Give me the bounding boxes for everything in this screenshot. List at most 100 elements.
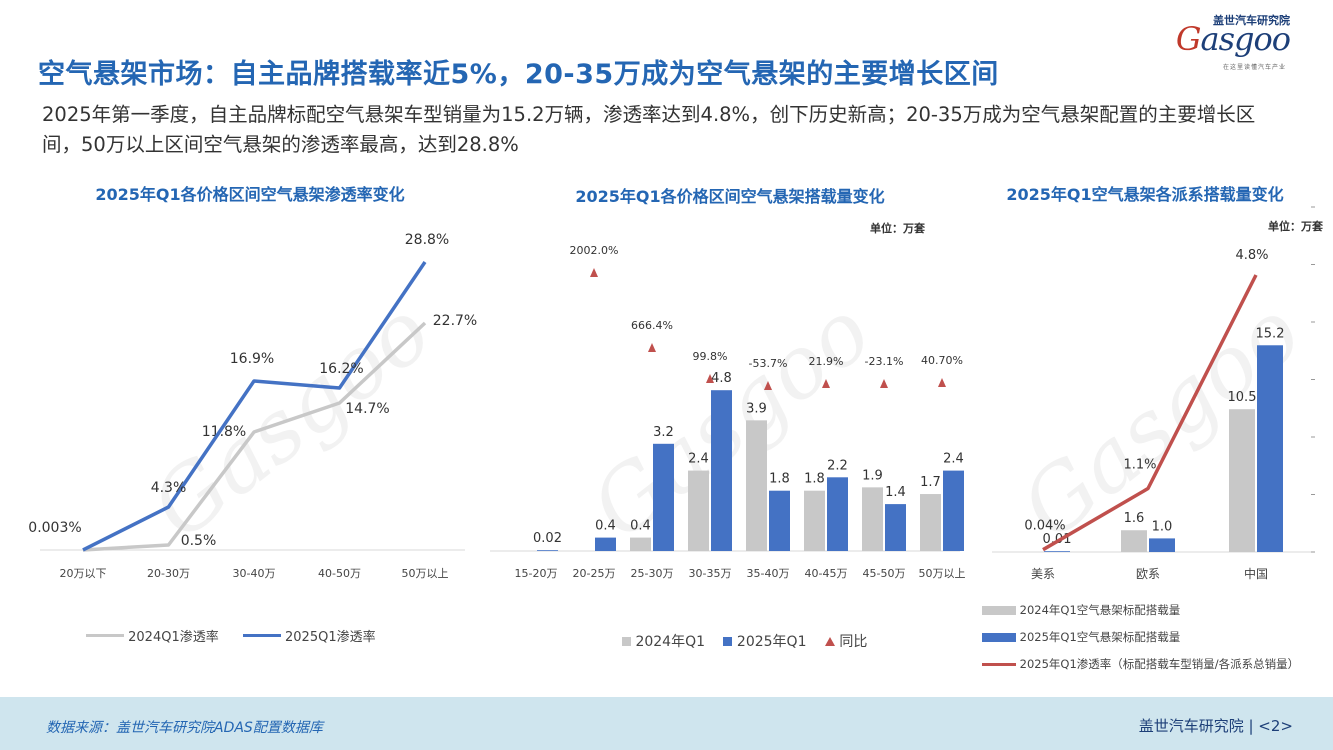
- chart3-x-tick: 欧系: [1136, 567, 1160, 581]
- chart2-legend: 2024年Q1 2025年Q1 同比: [622, 631, 867, 651]
- chart2-bar: [943, 470, 964, 551]
- chart1-legend: 2024Q1渗透率 2025Q1渗透率: [86, 626, 376, 645]
- footer-bar: 数据来源：盖世汽车研究院ADAS配置数据库 盖世汽车研究院 | <2>: [0, 697, 1333, 750]
- chart2-bar: [653, 443, 674, 551]
- page-title: 空气悬架市场：自主品牌搭载率近5%，20-35万成为空气悬架的主要增长区间: [38, 59, 999, 90]
- chart1-data-label: 11.8%: [202, 424, 246, 440]
- page-subtitle: 2025年第一季度，自主品牌标配空气悬架车型销量为15.2万辆，渗透率达到4.8…: [42, 103, 1256, 156]
- chart2-title: 2025年Q1各价格区间空气悬架搭载量变化: [575, 187, 885, 206]
- legend-label-yoy: 同比: [839, 634, 868, 650]
- logo-en-text: Gasgoo: [1175, 20, 1291, 58]
- chart2-bar: [537, 550, 558, 551]
- chart3-x-tick: 中国: [1244, 566, 1268, 581]
- legend-swatch-rate: [982, 663, 1016, 666]
- chart2-bar-label: 1.7: [920, 475, 941, 490]
- chart1-data-label: 14.7%: [345, 401, 389, 417]
- legend-swatch-2025-std: [982, 633, 1016, 642]
- chart2-bar-label: 1.8: [769, 472, 790, 487]
- chart1-series-line: [82, 261, 427, 552]
- chart3-unit: 单位：万套: [1268, 220, 1323, 233]
- chart3-bar-label: 1.0: [1152, 519, 1173, 534]
- chart3-x-tick: 美系: [1031, 567, 1055, 581]
- legend-label-rate: 2025年Q1渗透率（标配搭载车型销量/各派系总销量）: [1019, 657, 1300, 671]
- data-source: 数据来源：盖世汽车研究院ADAS配置数据库: [46, 720, 323, 736]
- legend-label-2025q1: 2025年Q1: [736, 634, 807, 650]
- chart1-x-tick: 30-40万: [233, 567, 276, 580]
- chart2-bar: [769, 490, 790, 551]
- chart1-data-label: 0.003%: [28, 520, 81, 536]
- chart2-yoy-label: 99.8%: [693, 350, 728, 363]
- chart2-yoy-marker: [648, 343, 656, 352]
- chart2-bar-label: 1.4: [885, 485, 906, 500]
- chart2-x-tick: 15-20万: [515, 567, 558, 580]
- chart2-bar-label: 1.9: [862, 468, 883, 483]
- chart2-yoy-label: -53.7%: [749, 357, 788, 370]
- chart2-x-tick: 45-50万: [863, 567, 906, 580]
- chart3-rate-label: 1.1%: [1123, 458, 1156, 473]
- chart2-yoy-label: 40.70%: [921, 354, 963, 367]
- chart2-x-tick: 25-30万: [631, 567, 674, 580]
- chart2-yoy-marker: [706, 374, 714, 383]
- chart2-yoy-marker: [822, 379, 830, 388]
- chart2-x-tick: 40-45万: [805, 567, 848, 580]
- legend-label-2025: 2025Q1渗透率: [285, 630, 376, 645]
- legend-row-2024: 2024年Q1空气悬架标配搭载量: [982, 597, 1299, 624]
- legend-label-2024-std: 2024年Q1空气悬架标配搭载量: [1019, 603, 1181, 617]
- chart2-bar-label: 2.2: [827, 458, 848, 473]
- chart2-bar: [688, 470, 709, 551]
- chart2-x-tick: 50万以上: [919, 567, 966, 580]
- chart3-bar-label: 1.6: [1124, 511, 1145, 526]
- chart2-x-tick: 30-35万: [689, 567, 732, 580]
- chart3-bar: [1149, 538, 1175, 552]
- chart2-bar-label: 0.02: [533, 531, 562, 546]
- chart2-bar: [885, 504, 906, 551]
- chart1-series-line: [82, 321, 427, 552]
- legend-swatch-2025: [242, 634, 281, 637]
- chart2-yoy-marker: [938, 378, 946, 387]
- chart2-yoy-marker: [764, 381, 772, 390]
- chart1-data-label: 16.2%: [319, 361, 363, 377]
- chart2-bar: [920, 494, 941, 551]
- chart2-bar: [862, 487, 883, 551]
- chart2-bar: [711, 390, 732, 551]
- chart2-bar: [804, 490, 825, 551]
- logo-cn-text: 盖世汽车研究院: [1213, 14, 1290, 27]
- chart1-x-tick: 20-30万: [147, 567, 190, 580]
- chart2-x-tick: 35-40万: [747, 567, 790, 580]
- gasgoo-logo: 盖世汽车研究院 Gasgoo 在这里读懂汽车产业: [1160, 10, 1291, 71]
- legend-swatch-2025q1: [723, 636, 733, 646]
- chart1-title: 2025年Q1各价格区间空气悬架渗透率变化: [95, 185, 405, 204]
- chart2-yoy-marker: [880, 379, 888, 388]
- logo-tagline: 在这里读懂汽车产业: [1222, 64, 1286, 71]
- chart1-svg: 20万以下 20-30万 30-40万 40-50万 50万以上 0.5% 11.8% 14.…: [28, 232, 477, 580]
- chart3-bar-label: 15.2: [1256, 326, 1285, 341]
- chart2-bar-label: 2.4: [943, 452, 964, 467]
- chart2-bar-label: 3.9: [746, 401, 767, 416]
- chart2-yoy-label: 21.9%: [809, 355, 844, 368]
- chart2-bar-label: 1.8: [804, 472, 825, 487]
- legend-label-2024: 2024Q1渗透率: [128, 630, 219, 645]
- legend-swatch-2024: [86, 634, 124, 637]
- chart1-data-label: 0.5%: [181, 533, 217, 549]
- legend-label-2024q1: 2024年Q1: [635, 634, 706, 650]
- chart1-data-label: 4.3%: [151, 480, 187, 496]
- chart2-yoy-marker: [590, 268, 598, 277]
- chart3-bar-label: 10.5: [1228, 390, 1257, 405]
- chart1-data-label: 16.9%: [230, 351, 274, 367]
- chart1-x-tick: 40-50万: [318, 567, 361, 580]
- chart2-bar: [746, 420, 767, 551]
- chart2-bar-label: 4.8: [711, 371, 732, 386]
- chart2-bar-label: 2.4: [688, 452, 709, 467]
- chart2-x-tick: 20-25万: [573, 567, 616, 580]
- chart2-bar-label: 0.4: [630, 519, 651, 534]
- chart3-title: 2025年Q1空气悬架各派系搭载量变化: [1006, 185, 1284, 204]
- chart3-legend: 2024年Q1空气悬架标配搭载量 2025年Q1空气悬架标配搭载量 2025年Q…: [982, 597, 1299, 678]
- chart2-yoy-label: 2002.0%: [570, 244, 619, 257]
- chart2-svg: 15-20万 0.02 20-25万 0.4 2002.0% 25-30万 0.4 3.2 66…: [490, 244, 966, 580]
- legend-swatch-yoy: [824, 636, 835, 646]
- chart3-bar: [1257, 345, 1283, 552]
- chart2-bar-label: 0.4: [595, 519, 616, 534]
- chart1-x-tick: 50万以上: [402, 567, 449, 580]
- chart3-bar: [1044, 551, 1070, 552]
